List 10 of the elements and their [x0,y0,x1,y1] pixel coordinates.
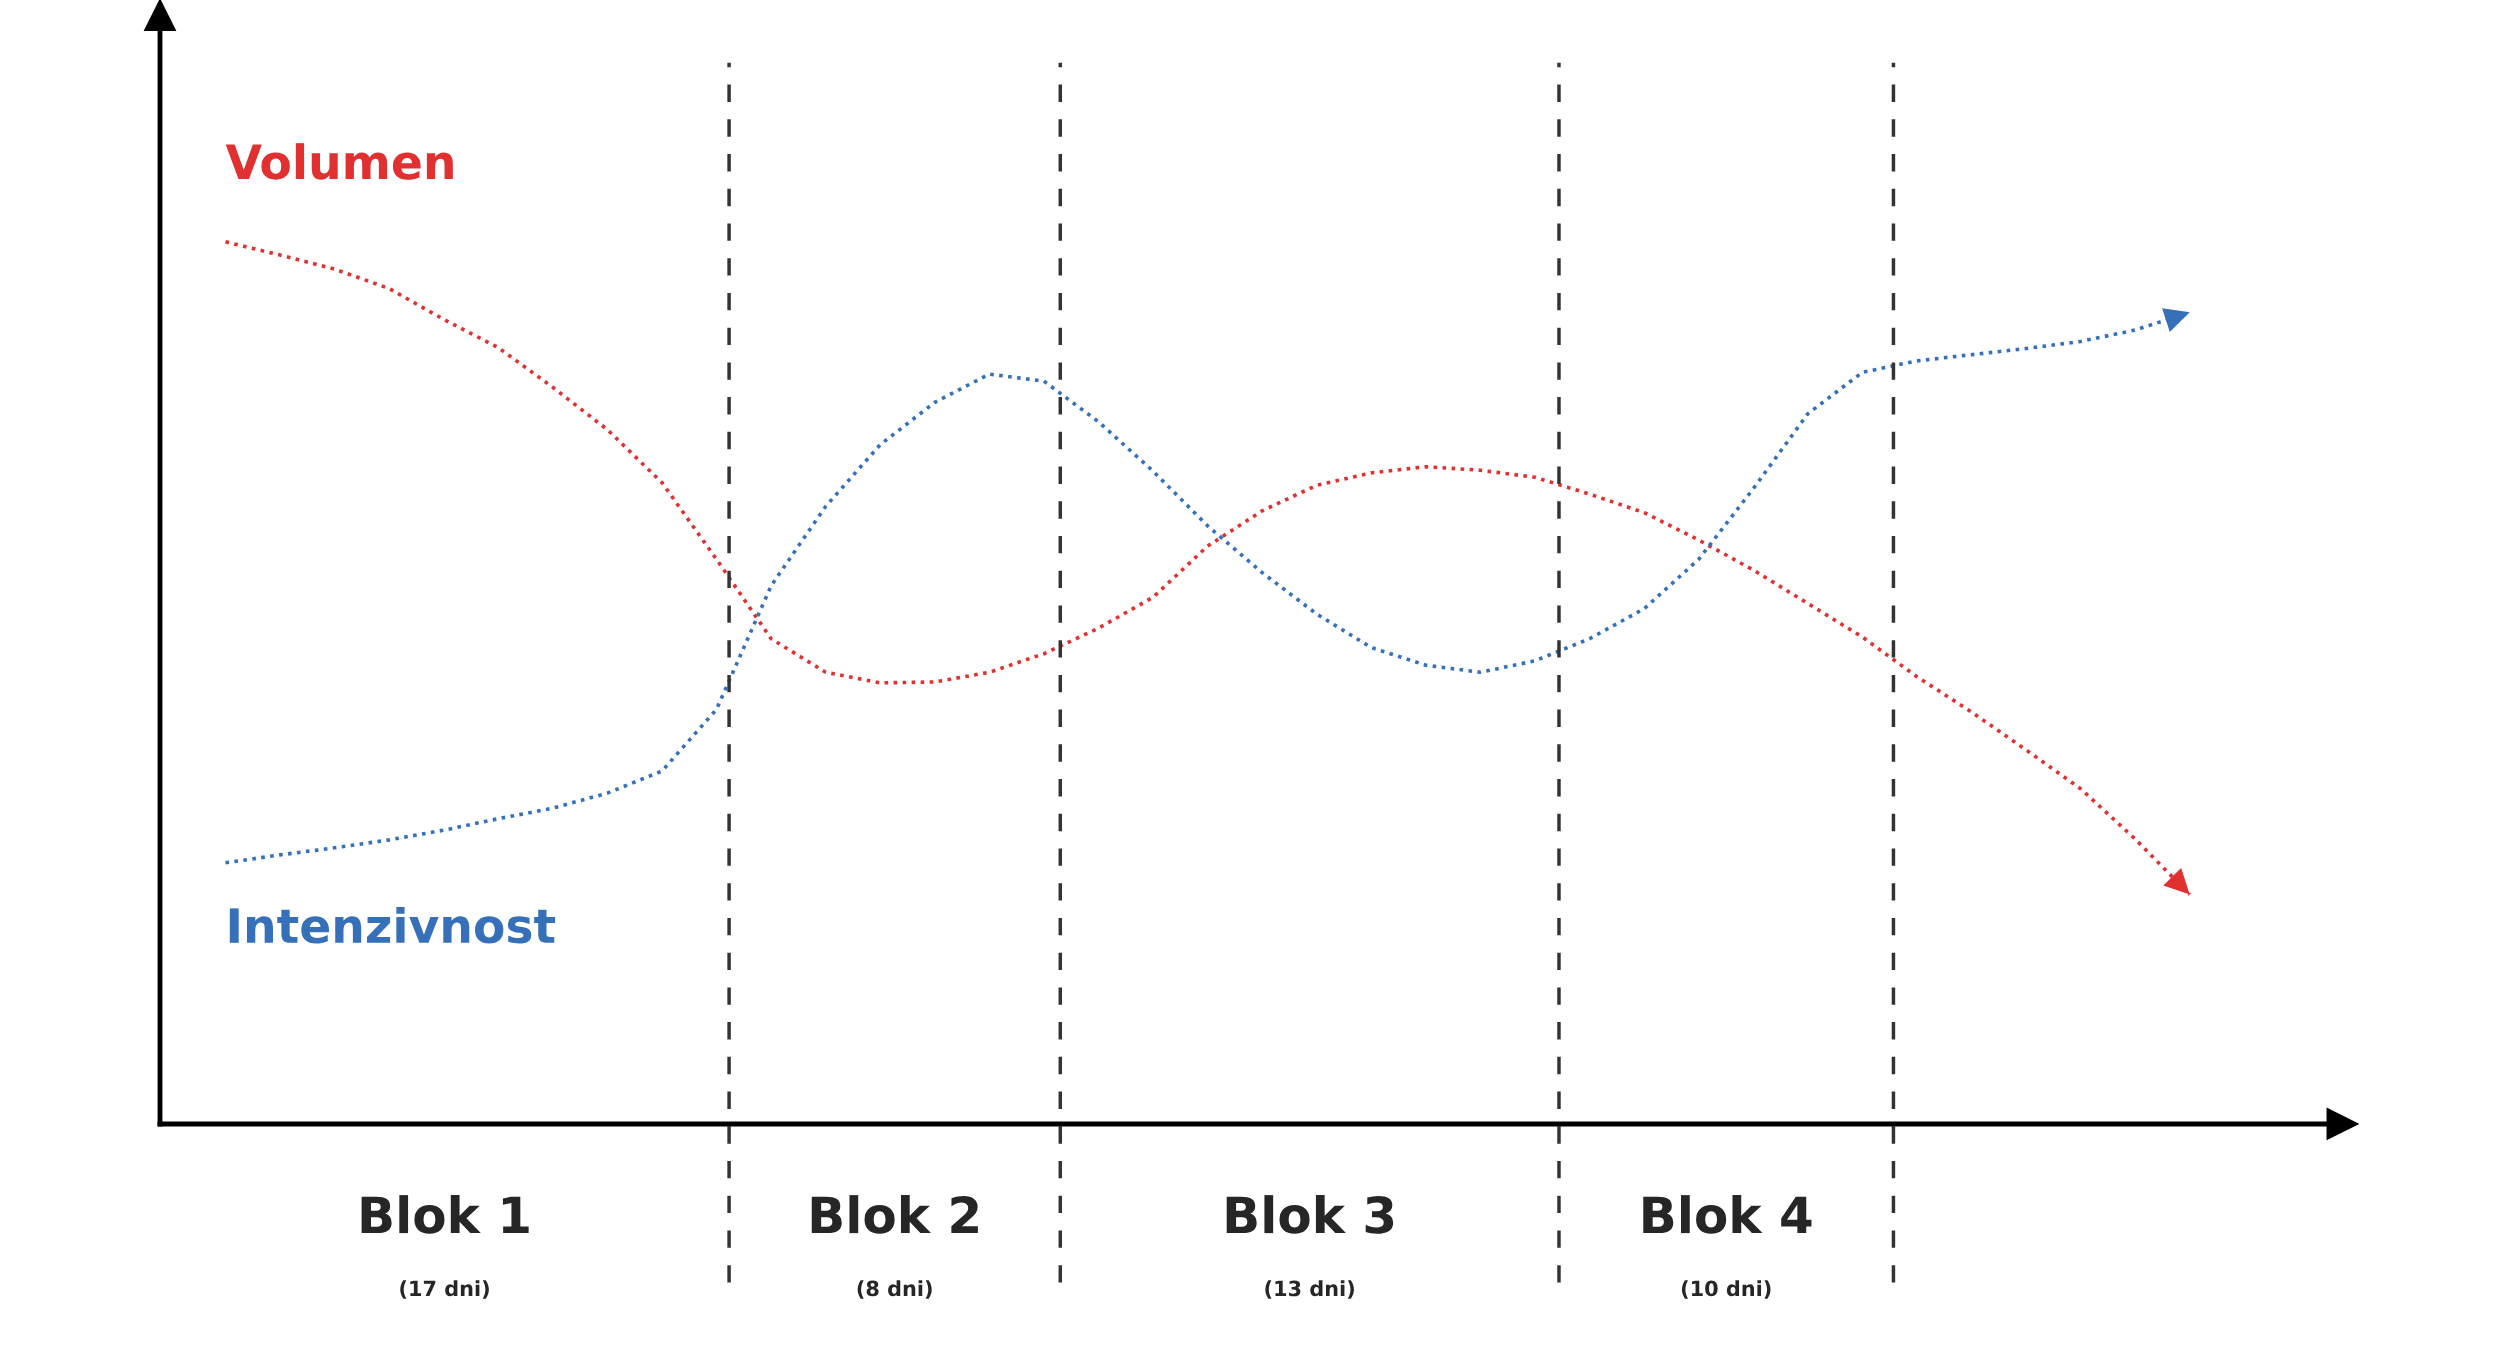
text: (17 dni) [400,1280,489,1299]
series-label: Volumen [225,143,453,180]
text: Blok 2 [811,1195,978,1234]
text: (8 dni) [857,1280,932,1299]
text: Blok 4 [1643,1195,1812,1234]
series-label: Intenzivnost [229,906,555,944]
text: (10 dni) [1681,1280,1771,1299]
text: (13 dni) [1265,1280,1354,1299]
text: Blok 3 [1226,1195,1394,1234]
text: Blok 1 [361,1195,529,1234]
